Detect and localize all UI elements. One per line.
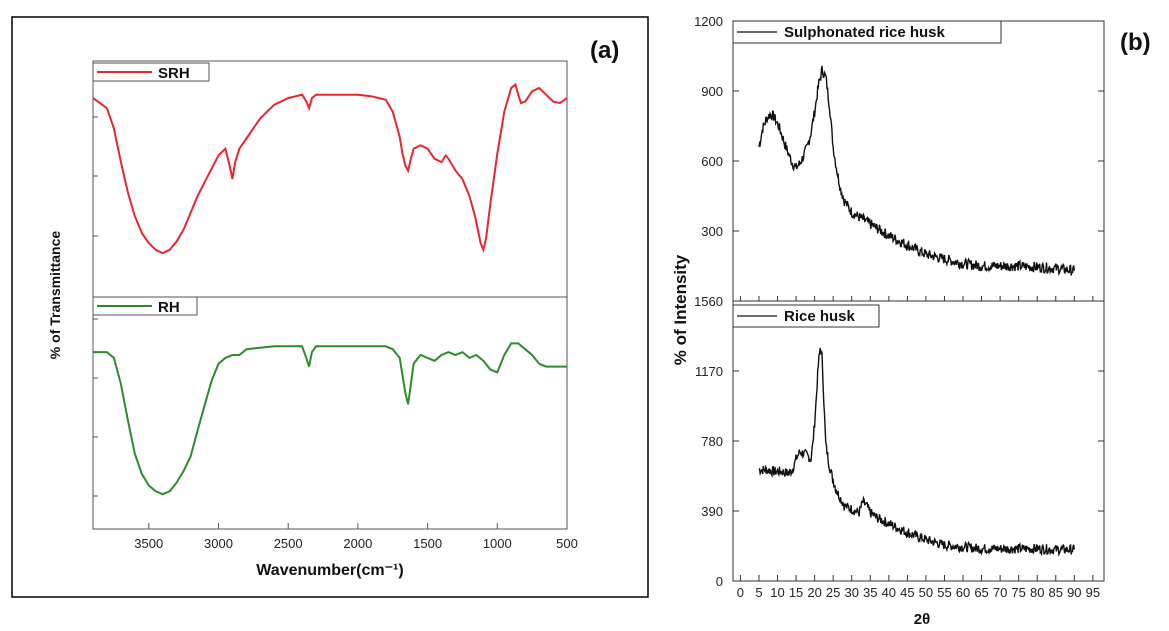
panel-a-x-tick-label: 2500 (274, 536, 303, 551)
xrd-lower-y-tick-label: 1170 (695, 364, 723, 379)
panel-b-x-tick-label: 5 (755, 585, 762, 600)
panel-b-x-tick-label: 60 (956, 585, 970, 600)
panel-b-x-axis: 0 5 10 15 20 25 30 35 40 45 50 55 60 65 70 75 80 85 90 95 (737, 296, 1100, 600)
panel-b-label: (b) (1120, 29, 1151, 56)
panel-b-y-axis-title: % of Intensity (671, 254, 690, 365)
panel-b-x-tick-label: 65 (974, 585, 988, 600)
sulphonated-rice-husk-series-line (758, 65, 1075, 277)
panel-b-x-tick-label: 80 (1030, 585, 1044, 600)
panel-b-x-tick-label: 10 (770, 585, 784, 600)
rice-husk-legend: Rice husk (732, 304, 880, 328)
srh-legend-label: SRH (158, 65, 190, 82)
panel-a-x-tick-label: 1000 (483, 536, 512, 551)
sulphonated-plot-area (732, 20, 1105, 302)
panel-b-x-tick-label: 40 (882, 585, 896, 600)
rh-plot-area (92, 296, 568, 530)
xrd-lower-plot: 0 390 780 1170 1560 Rice husk (694, 294, 1105, 589)
panel-a-label: (a) (590, 37, 619, 64)
panel-b-x-tick-label: 70 (993, 585, 1007, 600)
panel-a-x-axis-title: Wavenumber(cm⁻¹) (256, 562, 403, 579)
xrd-upper-y-tick-label: 900 (701, 84, 723, 99)
sulphonated-legend: Sulphonated rice husk (732, 20, 1002, 44)
panel-a-y-axis-title: % of Transmittance (47, 231, 63, 360)
panel-a-x-tick-label: 3000 (204, 536, 233, 551)
panel-b-x-tick-label: 50 (919, 585, 933, 600)
xrd-upper-y-tick-label: 600 (701, 154, 723, 169)
panel-b-x-tick-label: 25 (826, 585, 840, 600)
panel-b-x-tick-label: 0 (737, 585, 744, 600)
xrd-lower-y-tick-label: 0 (716, 574, 723, 589)
panel-b-x-tick-label: 35 (863, 585, 877, 600)
xrd-upper-y-tick-label: 1200 (694, 14, 723, 29)
panel-b-x-tick-label: 30 (844, 585, 858, 600)
panel-b-x-axis-title: 2θ (914, 611, 930, 628)
rice-husk-legend-label: Rice husk (784, 308, 856, 325)
panel-a-x-tick-label: 1500 (413, 536, 442, 551)
panel-b-x-tick-label: 15 (789, 585, 803, 600)
panel-b-x-tick-label: 75 (1011, 585, 1025, 600)
srh-plot-area (92, 60, 568, 298)
panel-b-x-tick-label: 55 (937, 585, 951, 600)
xrd-upper-plot: 300 600 900 1200 Sulphonated rice husk (694, 14, 1105, 302)
rh-legend: RH (92, 296, 198, 316)
srh-series-line (92, 82, 568, 255)
panel-a-outer-frame (11, 16, 649, 598)
panel-a-x-axis: 3500 3000 2500 2000 1500 1000 500 (134, 523, 578, 551)
panel-a-x-tick-label: 2000 (343, 536, 372, 551)
panel-a-x-tick-label: 500 (556, 536, 578, 551)
ftir-upper-plot: SRH (92, 60, 568, 298)
xrd-lower-y-tick-label: 1560 (694, 294, 723, 309)
xrd-lower-y-tick-label: 780 (701, 434, 723, 449)
xrd-lower-y-tick-label: 390 (701, 504, 723, 519)
panel-a-x-tick-label: 3500 (134, 536, 163, 551)
rh-legend-label: RH (158, 299, 180, 316)
panel-b-x-tick-label: 95 (1086, 585, 1100, 600)
ftir-lower-plot: RH (92, 296, 568, 530)
panel-b-x-tick-label: 20 (807, 585, 821, 600)
panel-b-x-tick-label: 85 (1049, 585, 1063, 600)
panel-b-x-tick-label: 45 (900, 585, 914, 600)
rice-husk-series-line (758, 347, 1075, 557)
xrd-upper-y-tick-label: 300 (701, 224, 723, 239)
sulphonated-legend-label: Sulphonated rice husk (784, 24, 946, 41)
srh-legend: SRH (92, 62, 210, 82)
rh-series-line (93, 342, 567, 496)
panel-b-x-tick-label: 90 (1067, 585, 1081, 600)
